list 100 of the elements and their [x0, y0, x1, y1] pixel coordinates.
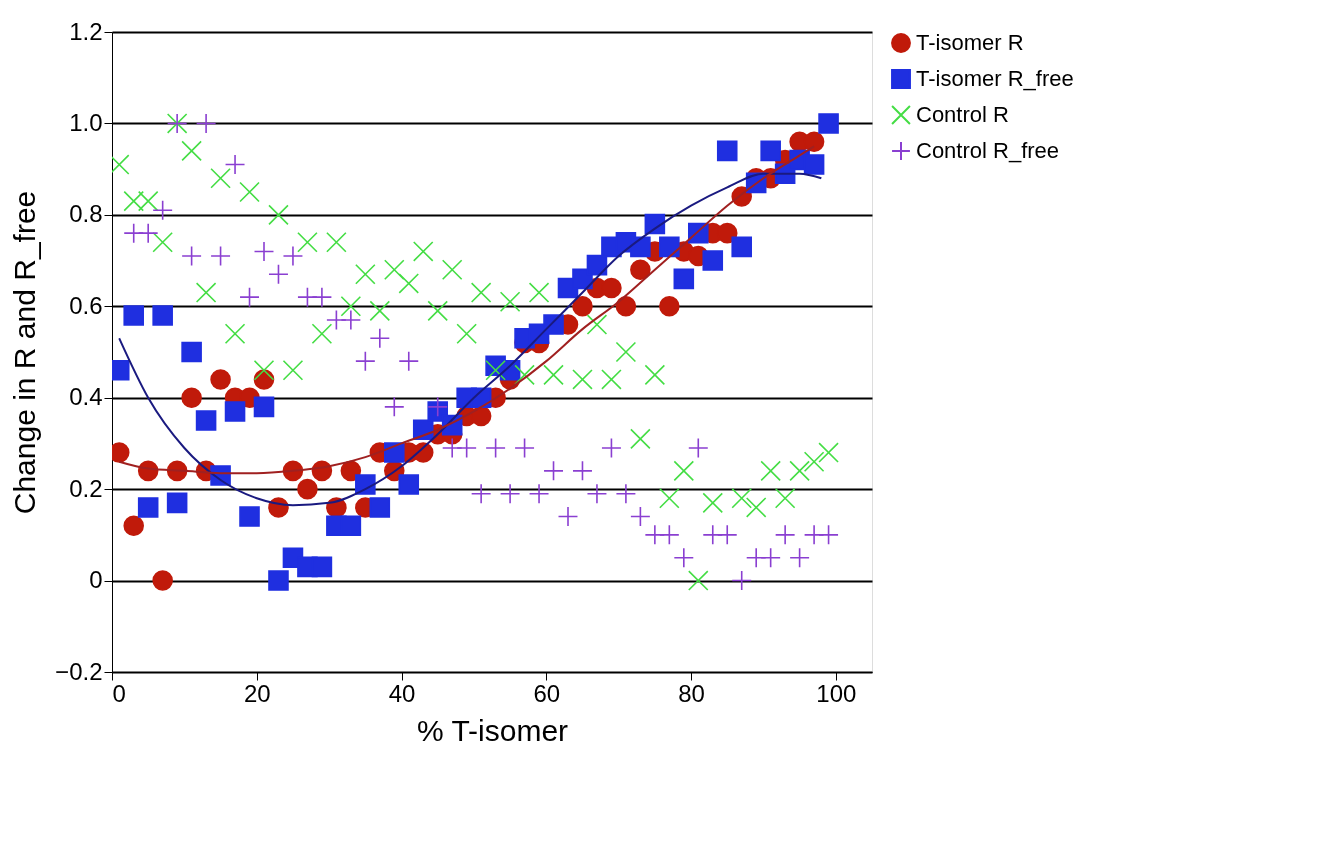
point: [340, 515, 362, 536]
x-tick-label: 0: [112, 679, 126, 707]
point: [731, 236, 752, 258]
point: [253, 360, 275, 381]
x-tick-label: 100: [816, 679, 857, 707]
point: [369, 328, 391, 349]
point: [586, 483, 608, 504]
point: [195, 113, 217, 134]
point: [282, 245, 304, 267]
point: [210, 168, 231, 189]
point: [427, 396, 448, 418]
point: [297, 232, 318, 253]
point: [789, 547, 810, 568]
point: [398, 474, 420, 495]
point: [760, 460, 781, 482]
point: [311, 323, 333, 344]
point: [123, 190, 144, 212]
y-tick-label: −0.2: [55, 657, 103, 685]
x-tick-label: 80: [678, 679, 705, 707]
point: [181, 245, 202, 267]
point: [311, 556, 333, 578]
point: [803, 154, 825, 175]
point: [340, 296, 362, 317]
point: [673, 460, 695, 482]
point: [528, 483, 550, 504]
point: [601, 437, 622, 459]
point: [470, 483, 492, 504]
point: [774, 488, 796, 509]
point: [384, 259, 405, 280]
point: [485, 437, 506, 459]
y-axis-title: Change in R and R_free: [8, 190, 42, 515]
point: [760, 140, 781, 162]
point: [514, 437, 535, 459]
point: [716, 524, 738, 546]
point: [586, 314, 608, 335]
point: [630, 259, 651, 280]
point: [659, 296, 680, 317]
point: [412, 241, 434, 262]
point: [630, 428, 651, 450]
point: [253, 241, 275, 262]
point: [818, 442, 839, 463]
point: [543, 460, 564, 482]
point: [644, 364, 666, 386]
point: [470, 282, 492, 303]
legend-label: T-isomer R: [916, 30, 1024, 55]
point: [456, 437, 477, 459]
point: [181, 140, 202, 162]
point: [123, 515, 144, 536]
point: [543, 364, 564, 386]
point: [630, 506, 651, 527]
point: [152, 232, 173, 253]
point: [224, 401, 246, 422]
x-tick-label: 60: [533, 679, 561, 707]
x-tick-label: 20: [243, 679, 271, 707]
y-tick-label: 0.8: [69, 200, 103, 228]
y-tick-label: 0: [89, 566, 103, 594]
point: [456, 323, 477, 344]
point: [485, 360, 506, 381]
point: [355, 350, 376, 372]
point: [630, 236, 651, 258]
y-tick-label: 1.2: [69, 17, 103, 45]
point: [673, 547, 695, 568]
point: [253, 396, 275, 418]
point: [166, 492, 188, 514]
point: [369, 300, 391, 322]
point: [528, 282, 550, 303]
legend-label: T-isomer R_free: [916, 66, 1074, 91]
x-tick-label: 40: [388, 679, 416, 707]
point: [659, 236, 680, 258]
point: [210, 369, 231, 390]
point: [195, 410, 217, 431]
point: [369, 497, 391, 518]
point: [239, 506, 260, 527]
point: [499, 291, 521, 312]
point: [152, 570, 173, 591]
legend-label: Control R_free: [916, 138, 1060, 163]
point: [818, 524, 839, 546]
point: [181, 387, 202, 408]
point: [731, 488, 752, 509]
point: [282, 360, 304, 381]
y-tick-label: 0.6: [69, 291, 103, 319]
point: [659, 488, 680, 509]
point: [427, 300, 448, 322]
point: [803, 451, 825, 472]
y-tick-label: 0.4: [69, 383, 103, 411]
point: [789, 460, 810, 482]
point: [152, 200, 173, 221]
point: [557, 506, 579, 527]
point: [123, 305, 144, 326]
point: [760, 547, 781, 568]
point: [340, 309, 362, 331]
point: [398, 350, 420, 372]
point: [210, 245, 231, 267]
point: [702, 492, 724, 514]
point: [398, 273, 420, 294]
point: [601, 369, 622, 390]
point: [297, 478, 318, 500]
point: [499, 483, 521, 504]
point: [268, 570, 289, 591]
point: [181, 341, 202, 363]
